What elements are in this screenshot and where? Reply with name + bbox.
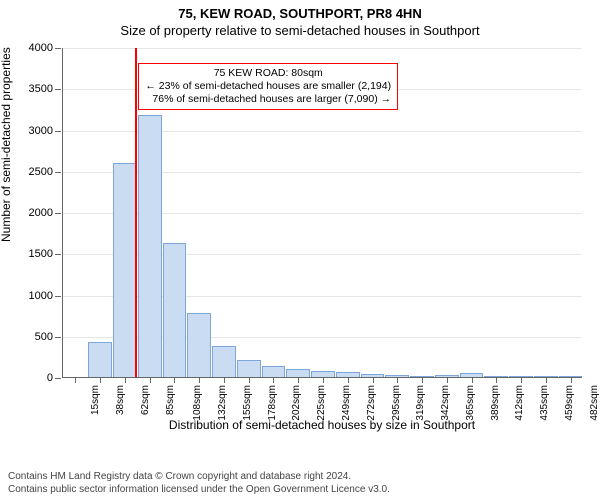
marker-line: [135, 48, 137, 377]
y-axis-label: Number of semi-detached properties: [0, 47, 13, 242]
x-tick-label: 202sqm: [291, 385, 302, 421]
histogram-bar: [212, 346, 236, 377]
y-tick: [55, 337, 61, 338]
x-tick-label: 295sqm: [390, 385, 401, 421]
x-tick: [546, 377, 547, 383]
annotation-box: 75 KEW ROAD: 80sqm← 23% of semi-detached…: [138, 63, 398, 110]
y-tick-label: 3000: [29, 125, 53, 137]
x-tick: [273, 377, 274, 383]
footer-line1: Contains HM Land Registry data © Crown c…: [8, 471, 390, 484]
x-tick-label: 319sqm: [415, 385, 426, 421]
annotation-line1: 75 KEW ROAD: 80sqm: [145, 67, 391, 80]
x-tick-label: 412sqm: [514, 385, 525, 421]
x-tick: [100, 377, 101, 383]
x-tick: [323, 377, 324, 383]
histogram-bar: [138, 115, 162, 377]
x-tick: [521, 377, 522, 383]
y-tick: [55, 48, 61, 49]
y-tick-label: 500: [35, 331, 53, 343]
x-tick-label: 225sqm: [316, 385, 327, 421]
x-tick: [397, 377, 398, 383]
x-tick-label: 155sqm: [242, 385, 253, 421]
x-tick-label: 482sqm: [588, 385, 599, 421]
x-tick: [249, 377, 250, 383]
x-tick: [199, 377, 200, 383]
y-tick-label: 0: [47, 372, 53, 384]
y-tick-label: 3500: [29, 83, 53, 95]
y-tick-label: 2000: [29, 207, 53, 219]
x-tick: [174, 377, 175, 383]
histogram-bar: [187, 313, 211, 377]
x-tick: [224, 377, 225, 383]
x-tick: [422, 377, 423, 383]
x-tick: [496, 377, 497, 383]
footer-line2: Contains public sector information licen…: [8, 484, 390, 497]
histogram-bar: [88, 342, 112, 377]
y-tick: [55, 89, 61, 90]
histogram-bar: [286, 369, 310, 377]
x-tick-label: 38sqm: [115, 385, 126, 415]
x-tick-label: 342sqm: [440, 385, 451, 421]
x-tick-label: 435sqm: [539, 385, 550, 421]
x-tick-label: 62sqm: [140, 385, 151, 415]
x-tick: [348, 377, 349, 383]
x-tick-label: 132sqm: [217, 385, 228, 421]
x-tick: [150, 377, 151, 383]
x-tick: [373, 377, 374, 383]
y-tick: [55, 378, 61, 379]
y-tick: [55, 213, 61, 214]
x-tick-label: 249sqm: [341, 385, 352, 421]
x-tick: [571, 377, 572, 383]
chart-container: Number of semi-detached properties 05001…: [0, 42, 600, 442]
histogram-bar: [262, 366, 286, 377]
annotation-line2: ← 23% of semi-detached houses are smalle…: [145, 80, 391, 93]
y-tick: [55, 254, 61, 255]
histogram-bar: [237, 360, 261, 377]
y-tick: [55, 296, 61, 297]
histogram-bar: [113, 163, 137, 378]
x-tick: [125, 377, 126, 383]
y-tick-label: 1000: [29, 290, 53, 302]
x-tick-label: 85sqm: [165, 385, 176, 415]
x-tick-label: 365sqm: [465, 385, 476, 421]
x-axis-label: Distribution of semi-detached houses by …: [62, 418, 582, 432]
y-tick-label: 1500: [29, 248, 53, 260]
x-tick: [75, 377, 76, 383]
x-tick-label: 389sqm: [489, 385, 500, 421]
x-tick-label: 108sqm: [192, 385, 203, 421]
histogram-bar: [163, 243, 187, 377]
x-tick: [298, 377, 299, 383]
y-tick: [55, 172, 61, 173]
x-tick: [472, 377, 473, 383]
page-title-line1: 75, KEW ROAD, SOUTHPORT, PR8 4HN: [0, 0, 600, 21]
x-tick-label: 272sqm: [366, 385, 377, 421]
x-tick-label: 459sqm: [564, 385, 575, 421]
y-tick: [55, 131, 61, 132]
footer-attribution: Contains HM Land Registry data © Crown c…: [8, 471, 390, 496]
x-tick-label: 178sqm: [266, 385, 277, 421]
annotation-line3: 76% of semi-detached houses are larger (…: [145, 93, 391, 106]
y-tick-label: 2500: [29, 166, 53, 178]
page-title-line2: Size of property relative to semi-detach…: [0, 21, 600, 42]
x-tick: [447, 377, 448, 383]
x-tick-label: 15sqm: [90, 385, 101, 415]
plot-area: 0500100015002000250030003500400015sqm38s…: [62, 48, 582, 378]
y-tick-label: 4000: [29, 42, 53, 54]
gridline: [63, 48, 582, 49]
